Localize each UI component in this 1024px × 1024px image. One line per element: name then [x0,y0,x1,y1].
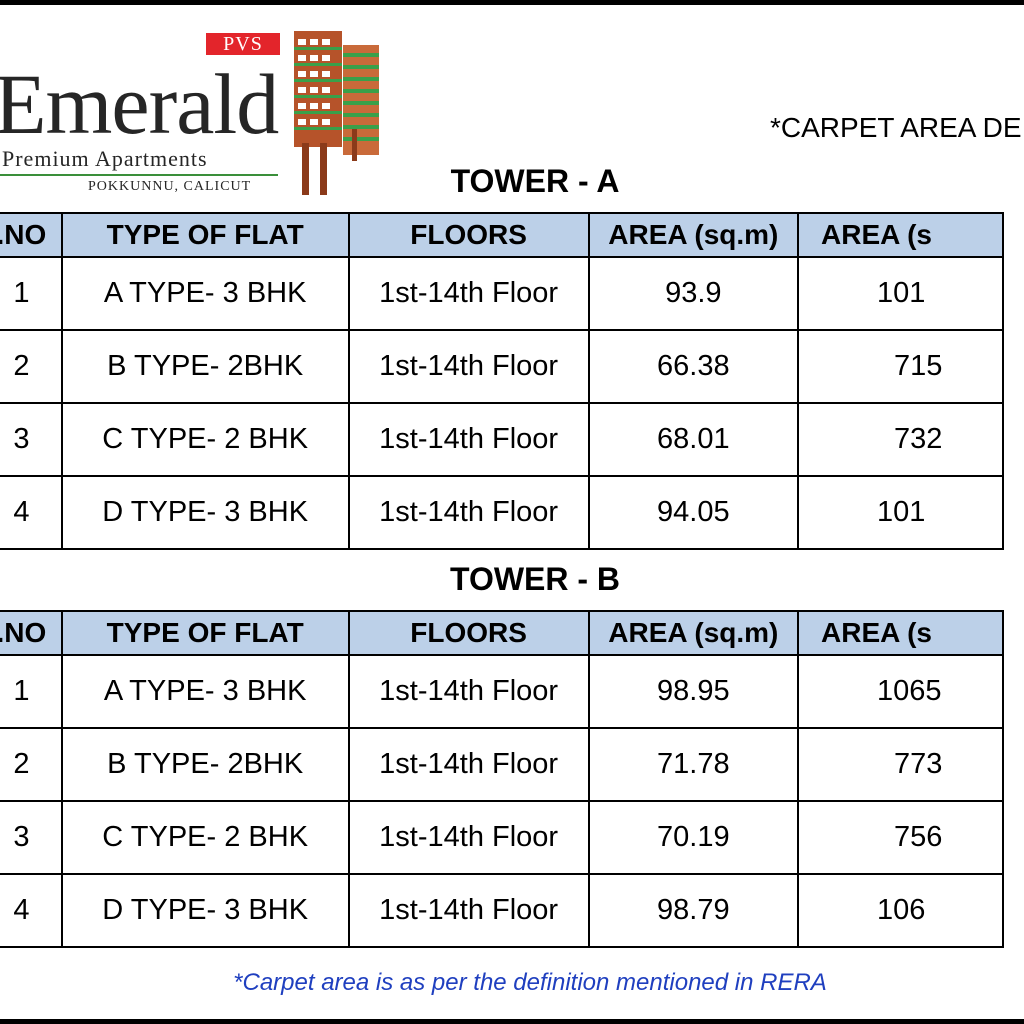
cell-floors: 1st-14th Floor [347,256,590,331]
table-row: 1 A TYPE- 3 BHK 1st-14th Floor 98.95 106… [0,654,1004,729]
cell-sno: 2 [0,329,63,404]
building-icon [294,31,379,195]
cell-type: B TYPE- 2BHK [60,329,350,404]
cell-sno: 1 [0,654,63,729]
cell-area-sqft: 773 [797,727,1004,802]
cell-area-sqm: 70.19 [587,800,800,875]
cell-floors: 1st-14th Floor [347,329,590,404]
table-header-row: .NO TYPE OF FLAT FLOORS AREA (sq.m) AREA… [0,610,1004,656]
cell-type: D TYPE- 3 BHK [60,873,350,948]
cell-sno: 4 [0,475,63,550]
cell-sno: 3 [0,402,63,477]
table-row: 4 D TYPE- 3 BHK 1st-14th Floor 94.05 101 [0,475,1004,550]
logo-name: Emerald [0,56,279,152]
logo-badge: PVS [206,33,280,55]
header-sno: .NO [0,610,63,656]
table-row: 3 C TYPE- 2 BHK 1st-14th Floor 68.01 732 [0,402,1004,477]
header-area-sqm: AREA (sq.m) [587,212,800,258]
cell-sno: 4 [0,873,63,948]
table-row: 2 B TYPE- 2BHK 1st-14th Floor 66.38 715 [0,329,1004,404]
cell-sno: 1 [0,256,63,331]
table-row: 2 B TYPE- 2BHK 1st-14th Floor 71.78 773 [0,727,1004,802]
header-area-sqm: AREA (sq.m) [587,610,800,656]
header-area-sqft: AREA (s [797,610,1004,656]
cell-area-sqm: 94.05 [587,475,800,550]
logo-tagline: Premium Apartments [2,146,208,171]
cell-type: A TYPE- 3 BHK [60,256,350,331]
cell-area-sqm: 66.38 [587,329,800,404]
top-border [0,0,1024,5]
cell-floors: 1st-14th Floor [347,727,590,802]
header-area-sqft: AREA (s [797,212,1004,258]
header-floors: FLOORS [347,212,590,258]
cell-type: C TYPE- 2 BHK [60,402,350,477]
header-sno: .NO [0,212,63,258]
tower-b-title: TOWER - B [449,561,621,597]
header-type: TYPE OF FLAT [60,610,350,656]
cell-sno: 2 [0,727,63,802]
cell-area-sqft: 1065 [797,654,1004,729]
cell-type: B TYPE- 2BHK [60,727,350,802]
table-row: 4 D TYPE- 3 BHK 1st-14th Floor 98.79 106 [0,873,1004,948]
cell-area-sqft: 715 [797,329,1004,404]
cell-type: A TYPE- 3 BHK [60,654,350,729]
cell-area-sqft: 106 [797,873,1004,948]
table-header-row: .NO TYPE OF FLAT FLOORS AREA (sq.m) AREA… [0,212,1004,258]
rera-footnote: *Carpet area is as per the definition me… [233,969,827,996]
tower-b-table: .NO TYPE OF FLAT FLOORS AREA (sq.m) AREA… [0,610,1004,948]
cell-area-sqm: 71.78 [587,727,800,802]
brand-logo: PVS Emerald Premium Apartments POKKUNNU,… [0,25,400,200]
logo-location: POKKUNNU, CALICUT [88,179,252,194]
cell-floors: 1st-14th Floor [347,654,590,729]
header-type: TYPE OF FLAT [60,212,350,258]
bottom-border [0,1019,1024,1024]
tower-a-table: .NO TYPE OF FLAT FLOORS AREA (sq.m) AREA… [0,212,1004,550]
cell-area-sqft: 732 [797,402,1004,477]
cell-floors: 1st-14th Floor [347,800,590,875]
cell-area-sqm: 93.9 [587,256,800,331]
cell-area-sqm: 68.01 [587,402,800,477]
cell-area-sqm: 98.79 [587,873,800,948]
tower-a-title: TOWER - A [450,163,620,199]
cell-floors: 1st-14th Floor [347,873,590,948]
cell-area-sqm: 98.95 [587,654,800,729]
cell-type: D TYPE- 3 BHK [60,475,350,550]
cell-floors: 1st-14th Floor [347,402,590,477]
carpet-area-note: *CARPET AREA DE [770,112,1022,143]
table-row: 1 A TYPE- 3 BHK 1st-14th Floor 93.9 101 [0,256,1004,331]
cell-area-sqft: 101 [797,256,1004,331]
cell-area-sqft: 756 [797,800,1004,875]
logo-divider [0,174,278,176]
cell-sno: 3 [0,800,63,875]
cell-type: C TYPE- 2 BHK [60,800,350,875]
cell-area-sqft: 101 [797,475,1004,550]
cell-floors: 1st-14th Floor [347,475,590,550]
table-row: 3 C TYPE- 2 BHK 1st-14th Floor 70.19 756 [0,800,1004,875]
header-floors: FLOORS [347,610,590,656]
